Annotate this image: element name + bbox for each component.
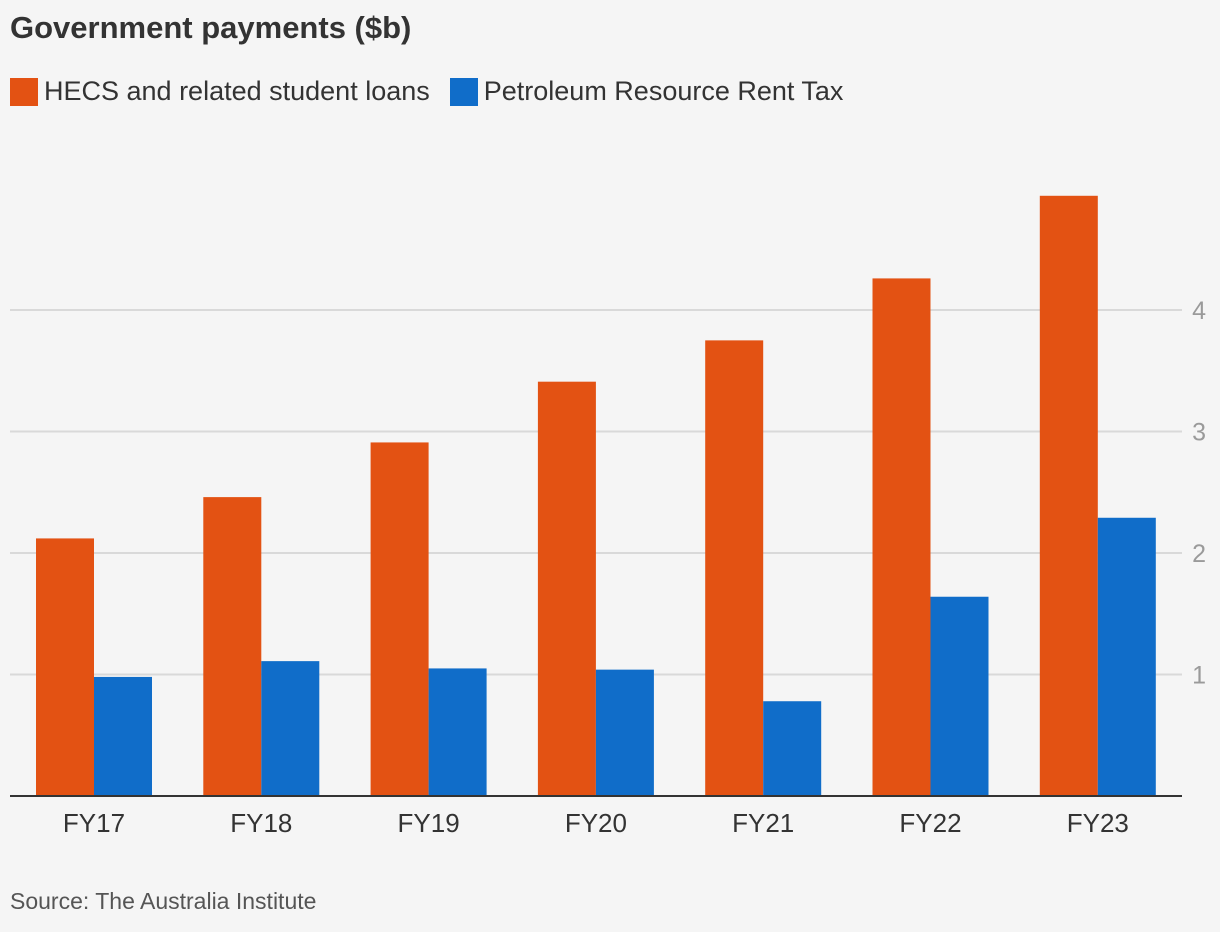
bar-prrt-fy19	[428, 668, 487, 796]
legend-swatch-hecs	[10, 77, 38, 106]
x-tick-label-fy19: FY19	[398, 808, 460, 838]
bar-prrt-fy21	[763, 701, 822, 796]
bar-hecs-fy17	[36, 538, 94, 796]
bar-prrt-fy23	[1097, 517, 1156, 796]
y-tick-label-4: 4	[1192, 297, 1206, 325]
x-tick-label-fy22: FY22	[899, 808, 961, 838]
bar-hecs-fy19	[370, 442, 429, 796]
legend-label-prrt: Petroleum Resource Rent Tax	[483, 76, 844, 106]
legend-item-hecs: HECS and related student loans	[10, 76, 430, 107]
legend: HECS and related student loans Petroleum…	[10, 76, 863, 107]
y-tick-label-3: 3	[1192, 419, 1206, 447]
bar-hecs-fy18	[203, 497, 262, 796]
bar-prrt-fy20	[595, 669, 654, 796]
y-tick-label-2: 2	[1192, 540, 1206, 568]
bar-prrt-fy18	[261, 661, 320, 796]
bar-prrt-fy22	[930, 596, 989, 796]
x-tick-label-fy20: FY20	[565, 808, 627, 838]
y-tick-label-1: 1	[1192, 662, 1206, 690]
bar-hecs-fy22	[872, 278, 931, 796]
source-note: Source: The Australia Institute	[10, 888, 317, 914]
bar-hecs-fy21	[705, 340, 764, 796]
x-tick-label-fy23: FY23	[1067, 808, 1129, 838]
bar-prrt-fy17	[94, 676, 152, 796]
bar-hecs-fy20	[537, 381, 596, 796]
legend-item-prrt: Petroleum Resource Rent Tax	[449, 76, 844, 107]
legend-swatch-prrt	[449, 77, 478, 106]
legend-label-hecs: HECS and related student loans	[44, 76, 430, 106]
x-tick-label-fy17: FY17	[63, 808, 125, 838]
bar-hecs-fy23	[1039, 195, 1098, 797]
chart-title: Government payments ($b)	[10, 10, 412, 45]
x-tick-label-fy18: FY18	[230, 808, 292, 838]
x-tick-label-fy21: FY21	[732, 808, 794, 838]
